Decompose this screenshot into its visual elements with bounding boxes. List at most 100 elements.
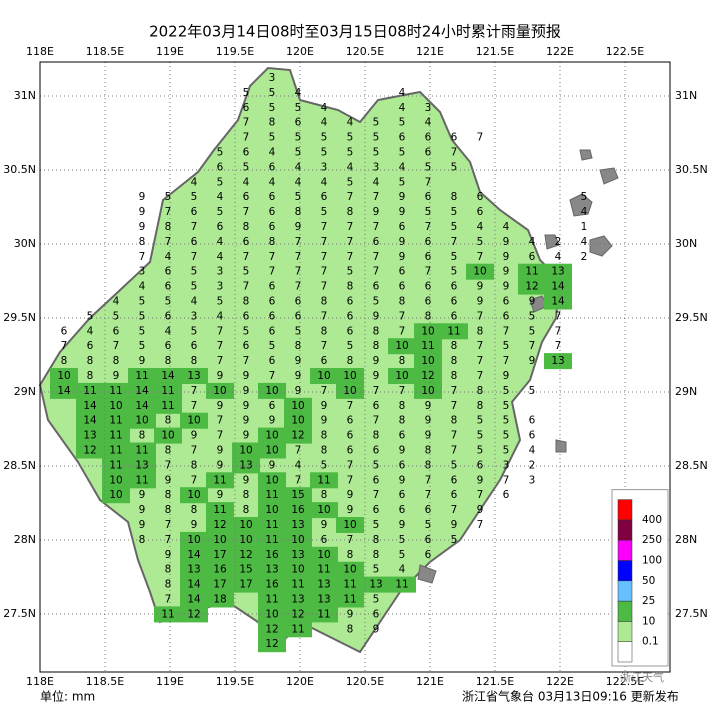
rain-value: 5 bbox=[503, 445, 510, 457]
rain-value: 8 bbox=[243, 504, 250, 516]
rain-value: 6 bbox=[373, 608, 380, 620]
rain-cell bbox=[362, 576, 390, 593]
rain-cell bbox=[76, 412, 104, 429]
rain-cell bbox=[128, 472, 156, 489]
rain-value: 4 bbox=[295, 176, 302, 188]
lat-tick-label: 29N bbox=[14, 385, 36, 398]
rain-value: 6 bbox=[165, 266, 172, 278]
rain-value: 9 bbox=[243, 415, 250, 427]
rain-cell bbox=[414, 368, 442, 384]
rain-value: 7 bbox=[243, 281, 250, 293]
rain-value: 5 bbox=[529, 385, 536, 397]
rain-value: 7 bbox=[451, 147, 458, 159]
rain-cell bbox=[258, 427, 286, 444]
rain-value: 16 bbox=[213, 564, 227, 576]
rain-value: 3 bbox=[217, 266, 224, 278]
rain-value: 6 bbox=[425, 251, 432, 263]
lon-tick-label: 118.5E bbox=[86, 675, 124, 688]
rain-value: 4 bbox=[399, 564, 406, 576]
rain-value: 8 bbox=[139, 236, 146, 248]
rain-value: 9 bbox=[373, 370, 380, 382]
rain-value: 8 bbox=[321, 445, 328, 457]
rain-value: 8 bbox=[451, 340, 458, 352]
rain-value: 6 bbox=[503, 489, 510, 501]
rain-value: 9 bbox=[139, 355, 146, 367]
map-title: 2022年03月14日08时至03月15日08时24小时累计雨量预报 bbox=[149, 23, 561, 41]
rain-value: 8 bbox=[191, 355, 198, 367]
rain-value: 7 bbox=[321, 236, 328, 248]
rain-value: 4 bbox=[217, 310, 224, 322]
rain-value: 5 bbox=[269, 87, 276, 99]
rain-value: 4 bbox=[581, 236, 588, 248]
rain-value: 7 bbox=[477, 519, 484, 531]
rain-value: 5 bbox=[399, 534, 406, 546]
rain-value: 12 bbox=[265, 638, 278, 650]
lat-tick-label: 30N bbox=[14, 237, 36, 250]
rain-value: 7 bbox=[295, 266, 302, 278]
rain-value: 8 bbox=[243, 221, 250, 233]
rain-value: 8 bbox=[165, 564, 172, 576]
rain-cell bbox=[180, 576, 208, 593]
rain-value: 4 bbox=[425, 117, 432, 129]
rain-cell bbox=[284, 546, 312, 563]
rain-value: 5 bbox=[373, 459, 380, 471]
rain-value: 14 bbox=[551, 296, 565, 308]
rain-value: 12 bbox=[239, 549, 252, 561]
rain-value: 9 bbox=[373, 355, 380, 367]
rain-value: 11 bbox=[525, 266, 538, 278]
rain-value: 11 bbox=[265, 489, 278, 501]
rain-cell bbox=[284, 591, 312, 608]
rain-value: 10 bbox=[343, 519, 356, 531]
rain-value: 7 bbox=[295, 445, 302, 457]
rain-value: 6 bbox=[399, 489, 406, 501]
rain-value: 9 bbox=[373, 623, 380, 635]
rain-value: 6 bbox=[217, 161, 224, 173]
rain-value: 7 bbox=[347, 459, 354, 471]
rain-value: 5 bbox=[451, 534, 458, 546]
rain-value: 5 bbox=[373, 519, 380, 531]
rain-value: 10 bbox=[317, 504, 330, 516]
rain-cell bbox=[258, 561, 286, 578]
rain-value: 10 bbox=[291, 564, 304, 576]
rain-value: 5 bbox=[217, 206, 224, 218]
rain-cell bbox=[258, 502, 286, 519]
rain-value: 9 bbox=[321, 415, 328, 427]
rain-value: 7 bbox=[321, 340, 328, 352]
rain-value: 5 bbox=[243, 266, 250, 278]
rain-cell bbox=[102, 472, 130, 489]
rain-value: 6 bbox=[477, 206, 484, 218]
lat-tick-label: 28N bbox=[675, 533, 697, 546]
rain-value: 11 bbox=[265, 534, 278, 546]
rain-value: 9 bbox=[165, 549, 172, 561]
rain-value: 8 bbox=[165, 504, 172, 516]
rain-value: 3 bbox=[321, 161, 328, 173]
rain-value: 3 bbox=[529, 474, 536, 486]
rain-value: 6 bbox=[477, 459, 484, 471]
rain-value: 7 bbox=[321, 266, 328, 278]
rain-value: 7 bbox=[191, 445, 198, 457]
rain-value: 5 bbox=[373, 564, 380, 576]
rain-value: 7 bbox=[373, 415, 380, 427]
rain-value: 6 bbox=[425, 296, 432, 308]
rain-value: 5 bbox=[191, 325, 198, 337]
rain-value: 6 bbox=[347, 296, 354, 308]
rain-value: 7 bbox=[165, 236, 172, 248]
rain-value: 7 bbox=[425, 176, 432, 188]
rain-value: 5 bbox=[425, 161, 432, 173]
rain-value: 5 bbox=[295, 191, 302, 203]
rain-value: 7 bbox=[503, 325, 510, 337]
rain-value: 13 bbox=[369, 579, 382, 591]
rain-value: 10 bbox=[109, 489, 122, 501]
rain-value: 7 bbox=[295, 281, 302, 293]
rain-cell bbox=[206, 591, 234, 608]
rain-value: 11 bbox=[213, 474, 226, 486]
rain-value: 6 bbox=[321, 355, 328, 367]
rain-value: 5 bbox=[321, 147, 328, 159]
rain-value: 7 bbox=[451, 445, 458, 457]
rain-value: 5 bbox=[243, 161, 250, 173]
rain-cell bbox=[310, 472, 338, 489]
rain-value: 13 bbox=[317, 594, 330, 606]
rain-value: 10 bbox=[291, 400, 304, 412]
rain-value: 10 bbox=[265, 474, 278, 486]
rain-value: 5 bbox=[503, 400, 510, 412]
